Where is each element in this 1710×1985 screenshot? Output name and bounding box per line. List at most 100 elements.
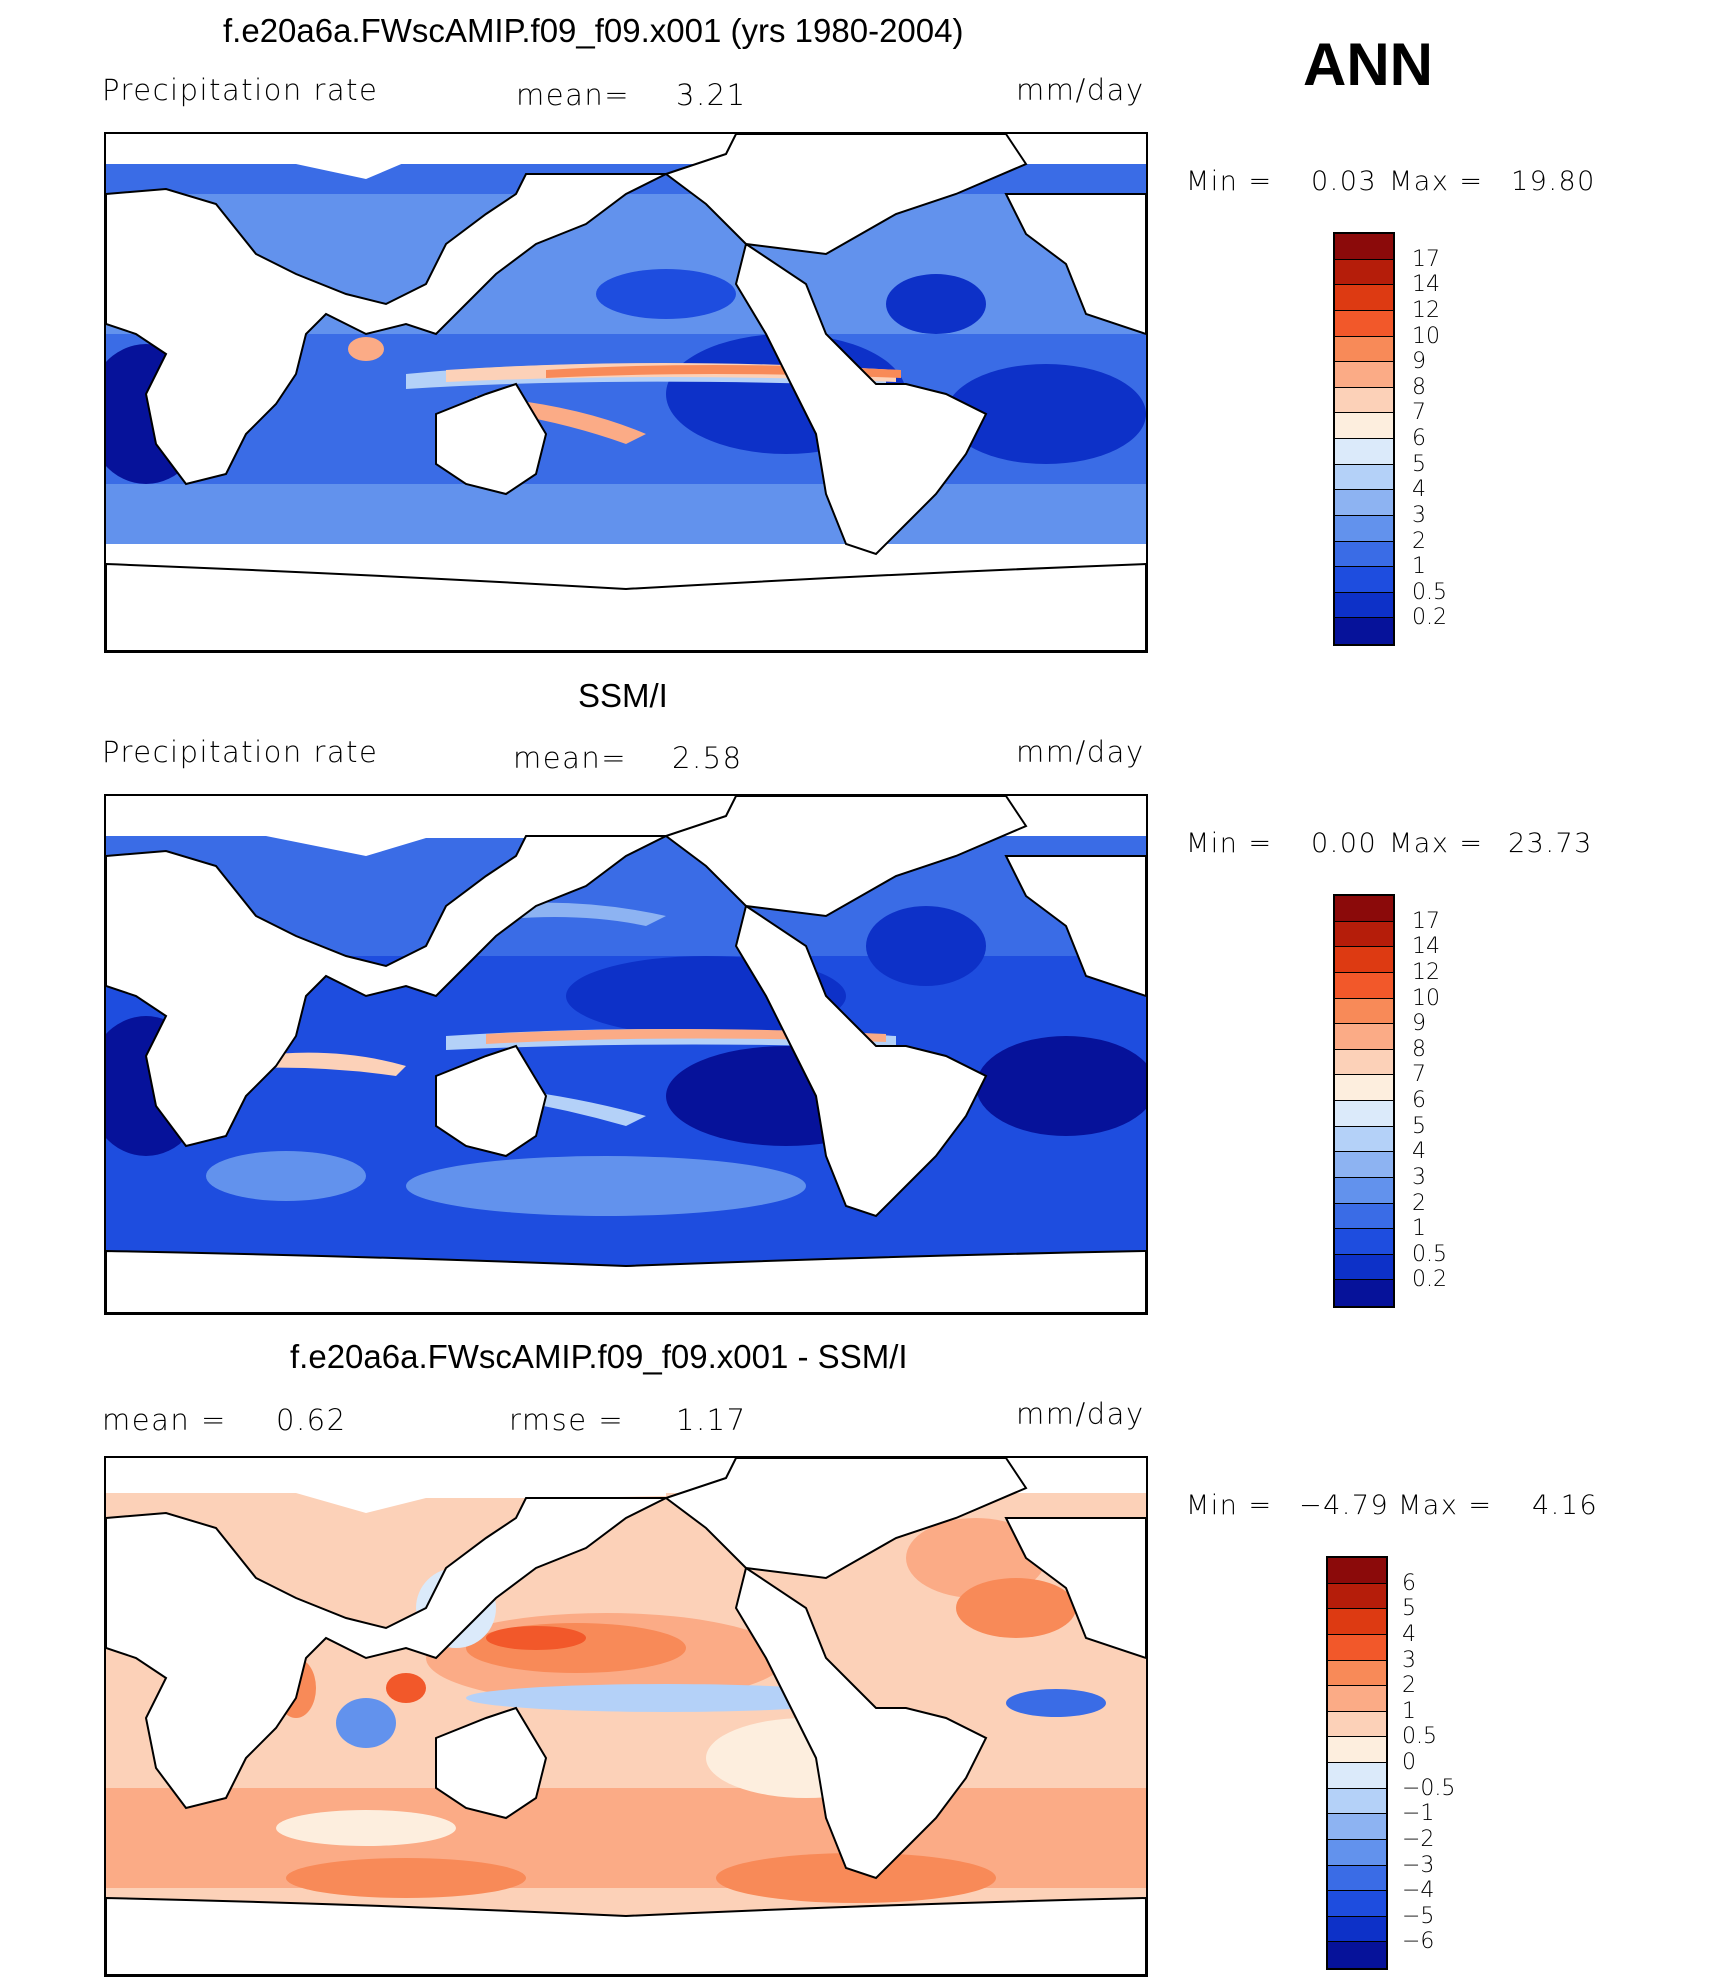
colorbar-tick-label: 9 <box>1412 1011 1426 1037</box>
colorbar-swatch <box>1335 259 1393 286</box>
colorbar-swatch <box>1335 490 1393 516</box>
colorbar-swatch <box>1335 310 1393 337</box>
colorbar-tick-label: 3 <box>1412 502 1426 528</box>
panel1-map <box>104 132 1148 653</box>
colorbar-tick-label: 1 <box>1412 554 1426 580</box>
colorbar-tick-label: 0 <box>1402 1750 1416 1775</box>
panel2-min-label: Min = <box>1186 828 1273 859</box>
colorbar-swatch <box>1328 1788 1386 1815</box>
colorbar-tick-label: 8 <box>1412 374 1426 400</box>
colorbar-swatch <box>1328 1711 1386 1738</box>
colorbar-swatch <box>1328 1839 1386 1866</box>
colorbar-swatch <box>1335 1101 1393 1127</box>
panel2-colorbar <box>1333 894 1395 1308</box>
colorbar-swatch <box>1335 1024 1393 1050</box>
colorbar-tick-label: 1 <box>1402 1698 1416 1724</box>
panel1-min-label: Min = <box>1186 166 1273 197</box>
panel3-max-label: Max = <box>1398 1490 1493 1521</box>
colorbar-tick-label: −1 <box>1402 1801 1435 1827</box>
colorbar-tick-label: −6 <box>1402 1929 1435 1955</box>
colorbar-tick-label: −3 <box>1402 1852 1435 1878</box>
panel1-title: f.e20a6a.FWscAMIP.f09_f09.x001 (yrs 1980… <box>223 12 964 49</box>
panel2-title: SSM/I <box>578 677 668 714</box>
panel2-units: mm/day <box>1016 735 1145 769</box>
colorbar-swatch <box>1328 1737 1386 1763</box>
panel2-mean-label: mean= <box>513 741 628 775</box>
colorbar-tick-label: 7 <box>1412 1062 1426 1088</box>
colorbar-swatch <box>1335 464 1393 491</box>
colorbar-tick-label: 0.5 <box>1402 1724 1437 1750</box>
colorbar-tick-label: 0.2 <box>1412 605 1447 631</box>
colorbar-tick-label: 5 <box>1412 451 1426 477</box>
colorbar-tick-label: 10 <box>1412 985 1440 1011</box>
panel3-mean-value: 0.62 <box>276 1403 347 1437</box>
colorbar-tick-label: 6 <box>1402 1570 1416 1596</box>
colorbar-tick-label: 6 <box>1412 426 1426 451</box>
colorbar-tick-label: 1 <box>1412 1216 1426 1242</box>
colorbar-swatch <box>1335 618 1393 644</box>
colorbar-swatch <box>1335 362 1393 388</box>
colorbar-swatch <box>1328 1558 1386 1584</box>
panel1-variable-label: Precipitation rate <box>102 73 379 107</box>
colorbar-swatch <box>1335 1203 1393 1230</box>
colorbar-tick-label: 9 <box>1412 349 1426 375</box>
panel1-mean-value: 3.21 <box>676 78 747 112</box>
colorbar-tick-label: 14 <box>1412 272 1440 298</box>
colorbar-tick-label: −5 <box>1402 1903 1435 1929</box>
colorbar-swatch <box>1335 234 1393 260</box>
panel3-map <box>104 1456 1148 1977</box>
colorbar-swatch <box>1328 1686 1386 1712</box>
panel3-min-label: Min = <box>1186 1490 1273 1521</box>
panel1-max-label: Max = <box>1389 166 1484 197</box>
colorbar-swatch <box>1328 1634 1386 1661</box>
season-label: ANN <box>1303 31 1433 98</box>
colorbar-swatch <box>1335 1229 1393 1255</box>
colorbar-tick-label: 4 <box>1412 1139 1426 1165</box>
panel3-map-field <box>106 1458 1146 1975</box>
colorbar-swatch <box>1335 567 1393 593</box>
colorbar-tick-label: 3 <box>1402 1647 1416 1673</box>
colorbar-swatch <box>1335 998 1393 1025</box>
colorbar-tick-label: 12 <box>1412 297 1440 323</box>
colorbar-swatch <box>1335 285 1393 311</box>
colorbar-tick-label: 14 <box>1412 934 1440 960</box>
colorbar-swatch <box>1335 387 1393 414</box>
colorbar-swatch <box>1335 515 1393 542</box>
colorbar-swatch <box>1335 947 1393 973</box>
colorbar-swatch <box>1335 1126 1393 1153</box>
panel2-min-value: 0.00 <box>1311 828 1378 859</box>
panel3-min-value: −4.79 <box>1299 1490 1390 1521</box>
colorbar-tick-label: 0.5 <box>1412 1241 1447 1267</box>
colorbar-swatch <box>1335 921 1393 948</box>
colorbar-tick-label: 2 <box>1412 1190 1426 1216</box>
colorbar-swatch <box>1335 1177 1393 1204</box>
colorbar-swatch <box>1335 541 1393 568</box>
panel3-colorbar <box>1326 1556 1388 1970</box>
colorbar-tick-label: 6 <box>1412 1088 1426 1113</box>
panel3-units: mm/day <box>1016 1397 1145 1431</box>
colorbar-tick-label: 0.2 <box>1412 1267 1447 1293</box>
panel2-map-field <box>106 796 1146 1313</box>
colorbar-swatch <box>1335 1049 1393 1076</box>
panel3-mean-label: mean = <box>102 1403 227 1437</box>
panel3-title: f.e20a6a.FWscAMIP.f09_f09.x001 - SSM/I <box>290 1338 908 1375</box>
colorbar-tick-label: 2 <box>1412 528 1426 554</box>
colorbar-swatch <box>1335 1075 1393 1101</box>
colorbar-swatch <box>1328 1763 1386 1789</box>
panel1-min-value: 0.03 <box>1311 166 1378 197</box>
panel2-map <box>104 794 1148 1315</box>
panel2-variable-label: Precipitation rate <box>102 735 379 769</box>
colorbar-swatch <box>1335 336 1393 363</box>
colorbar-tick-label: 8 <box>1412 1036 1426 1062</box>
colorbar-swatch <box>1328 1609 1386 1635</box>
colorbar-swatch <box>1335 592 1393 619</box>
panel1-colorbar <box>1333 232 1395 646</box>
colorbar-swatch <box>1335 1280 1393 1306</box>
colorbar-tick-label: 4 <box>1402 1621 1416 1647</box>
colorbar-swatch <box>1335 896 1393 922</box>
colorbar-tick-label: −2 <box>1402 1826 1435 1852</box>
colorbar-swatch <box>1328 1660 1386 1687</box>
colorbar-swatch <box>1335 972 1393 999</box>
colorbar-tick-label: 7 <box>1412 400 1426 426</box>
colorbar-tick-label: 2 <box>1402 1673 1416 1699</box>
